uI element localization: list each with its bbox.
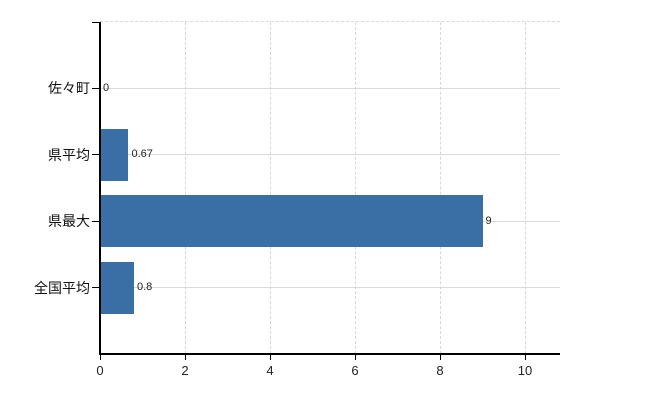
value-label: 9: [485, 214, 492, 227]
gridline-horizontal: [100, 87, 560, 89]
x-tick: [524, 355, 526, 360]
bar: [100, 128, 129, 181]
value-label: 0.67: [131, 148, 153, 161]
x-tick-label: 6: [351, 363, 359, 378]
y-tick: [92, 154, 99, 156]
gridline-horizontal: [100, 154, 560, 156]
x-tick: [99, 355, 101, 360]
gridline-vertical: [354, 22, 356, 354]
x-axis-line: [99, 353, 560, 355]
x-tick: [439, 355, 441, 360]
category-label: 佐々町: [48, 80, 90, 97]
x-tick-label: 4: [266, 363, 274, 378]
gridline-vertical: [439, 22, 441, 354]
value-label: 0.8: [137, 281, 153, 294]
category-label: 全国平均: [34, 279, 90, 296]
gridline-horizontal: [100, 287, 560, 289]
x-tick: [184, 355, 186, 360]
y-axis-top-tick: [92, 22, 99, 23]
x-tick-label: 0: [96, 363, 104, 378]
x-tick-label: 2: [181, 363, 189, 378]
value-label: 0: [103, 81, 110, 94]
gridline-vertical: [524, 22, 526, 354]
gridline-vertical: [184, 22, 186, 354]
bar: [100, 195, 483, 248]
gridline-vertical: [269, 22, 271, 354]
category-label: 県平均: [48, 146, 90, 163]
category-label: 県最大: [48, 213, 90, 230]
y-tick: [92, 287, 99, 289]
x-tick-label: 8: [436, 363, 444, 378]
y-tick: [92, 87, 99, 89]
x-tick: [269, 355, 271, 360]
x-tick-label: 10: [517, 363, 533, 378]
plot-top-border: [100, 21, 560, 22]
y-tick: [92, 220, 99, 222]
x-tick: [354, 355, 356, 360]
y-axis-line: [99, 22, 101, 354]
bar: [100, 261, 134, 314]
